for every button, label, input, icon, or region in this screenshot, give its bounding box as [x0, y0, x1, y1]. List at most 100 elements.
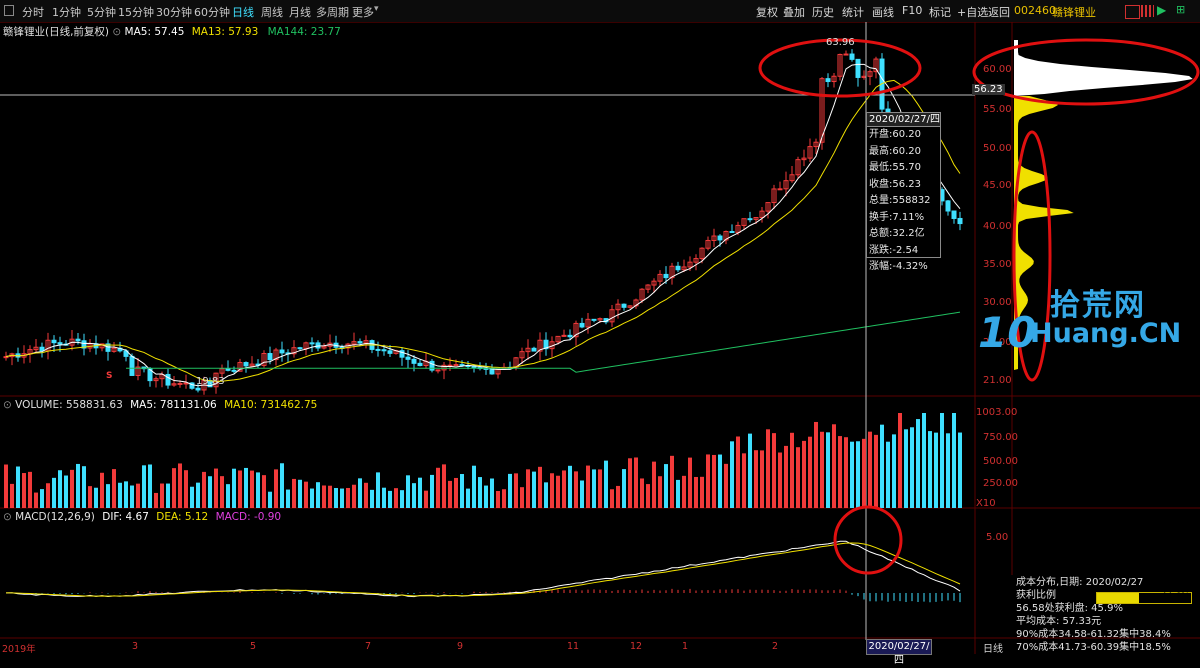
stock-name: 赣锋锂业 [1052, 6, 1096, 19]
tab-daily[interactable]: 日线 [232, 6, 254, 19]
cost-line-2: 平均成本: 57.33元 [1016, 616, 1102, 627]
date-axis-label: 5 [250, 641, 257, 652]
mark-button[interactable]: 标记 [929, 6, 951, 19]
candle-body [375, 348, 381, 351]
volume-bar [766, 429, 770, 508]
tab-monthly[interactable]: 月线 [289, 6, 311, 19]
volume-bar [916, 419, 920, 508]
candle-body [675, 265, 681, 271]
ma13-line [5, 79, 961, 382]
volume-bar [262, 475, 266, 508]
history-button[interactable]: 历史 [812, 6, 834, 19]
volume-bar [814, 421, 818, 508]
candle-body [873, 58, 879, 73]
play-icon[interactable]: ▶ [1157, 3, 1167, 17]
volume-bar [364, 482, 368, 508]
candle-body [681, 266, 687, 271]
f10-button[interactable]: F10 [902, 4, 923, 17]
price-axis-label: 45.00 [983, 180, 1012, 191]
volume-bar [244, 467, 248, 508]
volume-bar [4, 464, 8, 508]
candle-body [405, 356, 411, 360]
tab-weekly[interactable]: 周线 [261, 6, 283, 19]
tab-more[interactable]: 更多 [352, 6, 374, 19]
volume-bar [406, 475, 410, 508]
volume-bar [700, 476, 704, 508]
candle-body [561, 334, 567, 337]
volume-bar [310, 488, 314, 508]
volume-bar [562, 470, 566, 508]
volume-bar [250, 470, 254, 508]
tooltip-change-pct: 涨幅:-4.32% [869, 261, 928, 272]
volume-bar [838, 436, 842, 508]
candle-body [309, 342, 315, 345]
volume-bar [328, 485, 332, 508]
tab-5min[interactable]: 5分钟 [87, 6, 116, 19]
add-watchlist-button[interactable]: +自选 [957, 6, 989, 19]
volume-bar [94, 487, 98, 508]
volume-bar [688, 457, 692, 508]
candle-body [801, 157, 807, 161]
volume-bar [802, 440, 806, 508]
settings-icon[interactable]: ⊙ [112, 26, 122, 38]
tooltip-open: 开盘:60.20 [869, 129, 921, 140]
volume-bar [682, 475, 686, 508]
chevron-down-icon[interactable]: ▾ [374, 4, 379, 14]
candle-body [831, 75, 837, 83]
overlay-button[interactable]: 叠加 [783, 6, 805, 19]
volume-bar [538, 466, 542, 508]
back-button[interactable]: 返回 [988, 6, 1010, 19]
candle-body [621, 303, 627, 308]
ma5-label: MA5: 57.45 [124, 26, 185, 38]
macd-axis-label: 5.00 [986, 532, 1009, 543]
candle-body [579, 322, 585, 328]
signal-icon[interactable]: ⊞ [1176, 3, 1186, 16]
candle-body [567, 334, 573, 338]
f10-icon[interactable] [1125, 5, 1140, 19]
volume-bar [754, 450, 758, 508]
fuquan-button[interactable]: 复权 [756, 6, 778, 19]
settings-icon[interactable]: ⊙ [3, 399, 12, 411]
volume-bar [484, 485, 488, 508]
volume-bar [922, 413, 926, 508]
volume-bar [460, 474, 464, 508]
volume-bar [352, 484, 356, 508]
volume-bar [28, 471, 32, 508]
volume-bar [472, 465, 476, 508]
tab-fenshi[interactable]: 分时 [22, 6, 44, 19]
macd-value-label: MACD: -0.90 [215, 511, 282, 523]
layout-icon[interactable] [4, 5, 14, 16]
volume-bar [826, 432, 830, 508]
low-price-label: 19.83 [196, 376, 225, 387]
settings-icon[interactable]: ⊙ [3, 511, 12, 523]
stats-button[interactable]: 统计 [842, 6, 864, 19]
volume-bar [526, 469, 530, 508]
price-axis-label: 35.00 [983, 259, 1012, 270]
candle-body [189, 382, 195, 389]
tab-multi-period[interactable]: 多周期 [316, 6, 349, 19]
volume-bar [46, 483, 50, 508]
volume-bar [160, 483, 164, 508]
date-axis: 2019年 3 5 7 9 11 12 1 2 [0, 640, 975, 655]
period-label[interactable]: 日线 [983, 644, 1003, 655]
candle-body [357, 341, 363, 344]
volume-bar [772, 433, 776, 508]
tab-1min[interactable]: 1分钟 [52, 6, 81, 19]
draw-button[interactable]: 画线 [872, 6, 894, 19]
volume-bar [196, 482, 200, 508]
candle-body [543, 339, 549, 350]
tab-30min[interactable]: 30分钟 [156, 6, 192, 19]
candle-body [855, 58, 861, 78]
volume-bar [166, 483, 170, 508]
date-axis-label: 9 [457, 641, 464, 652]
candle-body [243, 362, 249, 367]
grid-icon[interactable] [1141, 5, 1154, 17]
candle-body [195, 387, 201, 391]
volume-bar [760, 450, 764, 508]
macd-label: MACD(12,26,9) [15, 511, 95, 523]
volume-bar [706, 454, 710, 508]
tab-15min[interactable]: 15分钟 [118, 6, 154, 19]
volume-bar [346, 487, 350, 508]
tab-60min[interactable]: 60分钟 [194, 6, 230, 19]
candle-body [837, 53, 843, 77]
